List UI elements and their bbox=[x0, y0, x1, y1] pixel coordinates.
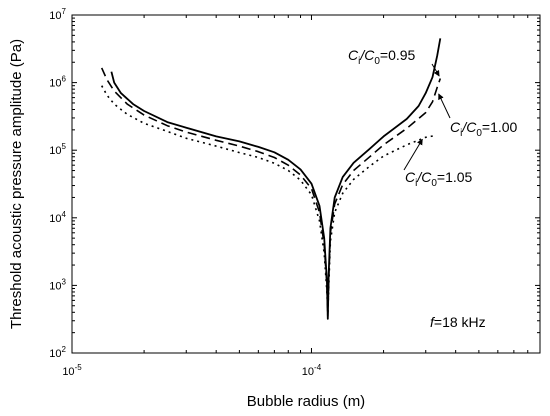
plot-frame bbox=[71, 14, 541, 354]
y-tick-label: 104 bbox=[49, 210, 66, 225]
y-tick-label: 106 bbox=[49, 75, 66, 90]
y-tick-label: 102 bbox=[49, 345, 66, 360]
x-axis-label: Bubble radius (m) bbox=[247, 393, 365, 410]
series-line-2 bbox=[100, 67, 442, 317]
y-tick-label: 105 bbox=[49, 142, 66, 157]
y-tick-label: 107 bbox=[49, 7, 66, 22]
series-line-3 bbox=[101, 85, 436, 315]
series-line-1 bbox=[110, 38, 442, 320]
x-tick-label: 10-4 bbox=[302, 363, 322, 378]
series-layer bbox=[100, 38, 442, 320]
annotation-arrow-1 bbox=[431, 63, 440, 77]
axis-ticks bbox=[71, 14, 540, 354]
x-tick-label: 10-5 bbox=[62, 363, 82, 378]
annotation-arrow-3 bbox=[403, 138, 423, 171]
annotation-ci-c0-100: Ci/C0=1.00 bbox=[450, 119, 518, 139]
annotation-ci-c0-095: Ci/C0=0.95 bbox=[348, 47, 416, 67]
tick-labels: 10-5 10-4 102 103 104 105 106 107 bbox=[49, 7, 321, 378]
annotation-arrow-2 bbox=[438, 93, 451, 119]
y-tick-label: 103 bbox=[49, 277, 66, 292]
y-axis-label: Threshold acoustic pressure amplitude (P… bbox=[8, 39, 25, 329]
annotation-ci-c0-105: Ci/C0=1.05 bbox=[405, 169, 473, 189]
annotation-frequency: f=18 kHz bbox=[430, 314, 486, 330]
annotation-arrows bbox=[403, 63, 451, 171]
